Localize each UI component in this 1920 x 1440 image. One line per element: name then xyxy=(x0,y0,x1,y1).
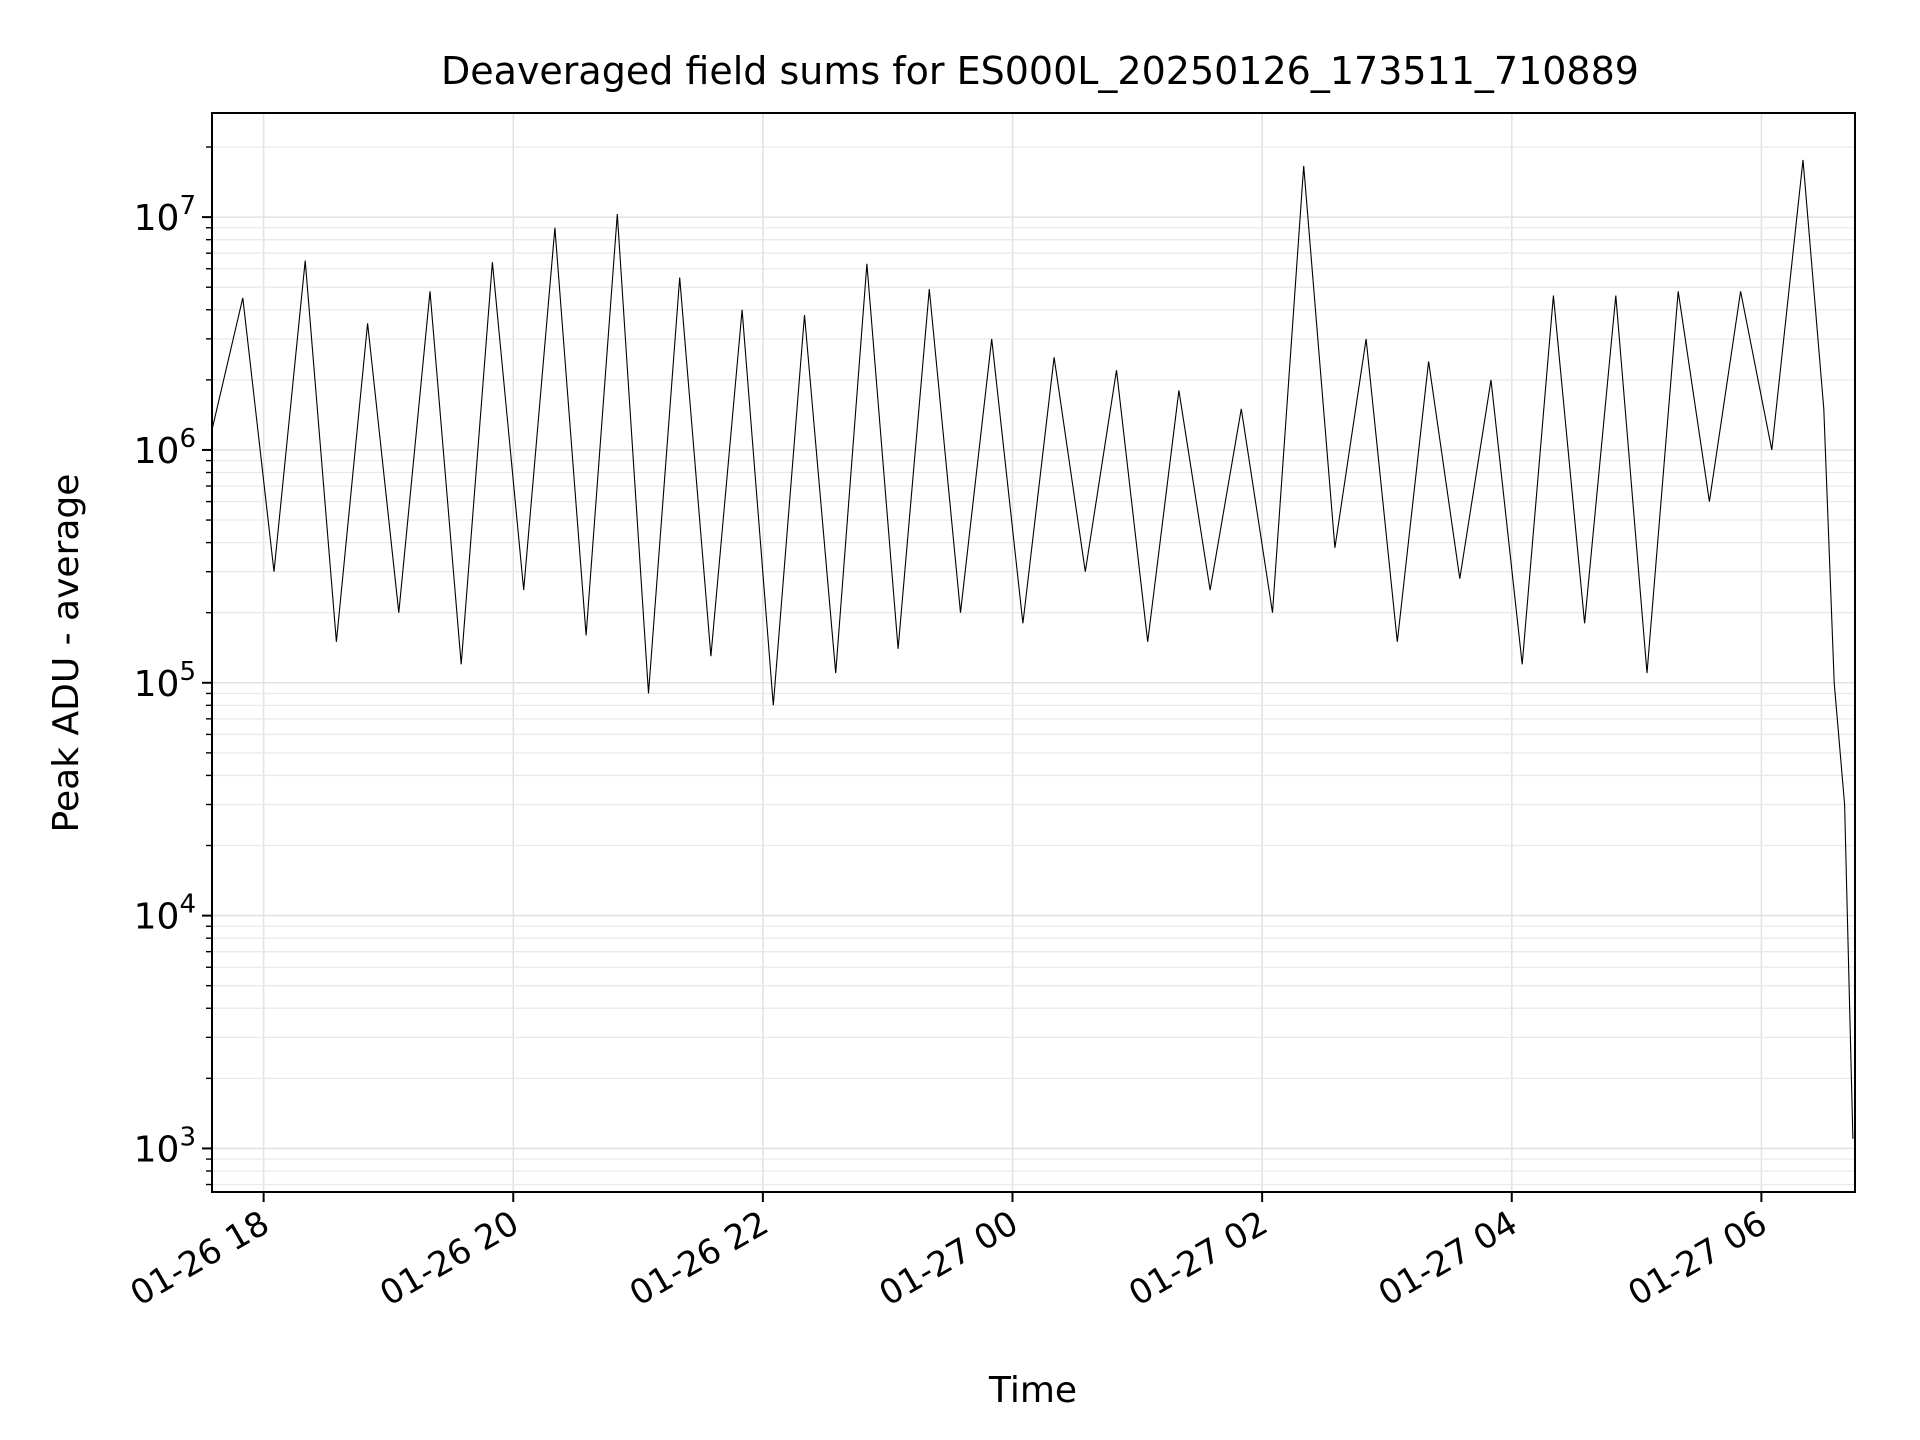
plot-frame xyxy=(211,112,1856,1193)
grid-lines xyxy=(212,113,1855,1192)
y-tick-label: 104 xyxy=(134,890,196,938)
y-tick-label: 105 xyxy=(134,657,196,705)
y-tick-label: 103 xyxy=(134,1122,196,1170)
y-tick-label: 107 xyxy=(134,191,196,239)
y-axis: 103 104 105 106 107 xyxy=(134,146,212,1186)
chart-title: Deaveraged field sums for ES000L_2025012… xyxy=(441,49,1639,93)
y-tick-label: 106 xyxy=(134,424,196,472)
y-axis-label: Peak ADU - average xyxy=(46,474,87,833)
x-axis-label: Time xyxy=(988,1370,1077,1411)
series-line xyxy=(212,159,1854,1139)
